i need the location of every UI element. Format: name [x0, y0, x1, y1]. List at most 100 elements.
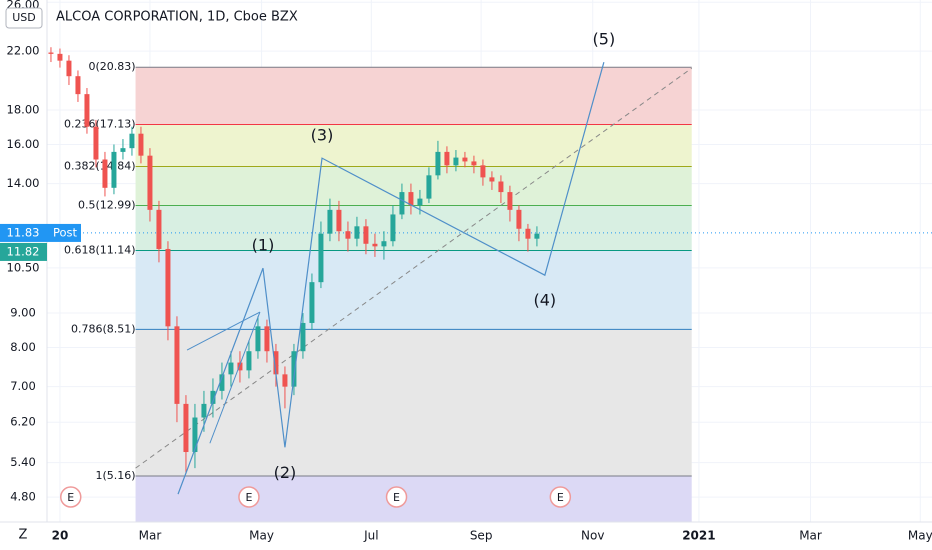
fib-band — [135, 250, 692, 330]
earnings-label: E — [557, 491, 564, 504]
last-price-tag — [0, 223, 47, 242]
wave-path — [177, 62, 605, 495]
candle-body — [318, 233, 324, 283]
earnings-marker[interactable] — [385, 486, 408, 508]
earnings-marker[interactable] — [549, 486, 572, 508]
y-tick-label: 14.00 — [7, 176, 40, 190]
fib-label: 1(5.16) — [95, 469, 135, 482]
candle-body — [534, 233, 540, 239]
y-tick-label: 8.00 — [10, 340, 36, 354]
candle-body — [336, 209, 342, 232]
fib-label: 0.236(17.13) — [64, 117, 136, 130]
y-tick-label: 6.20 — [10, 415, 36, 429]
last-price-label: 11.83 — [7, 225, 40, 239]
x-tick-label: May — [908, 529, 932, 543]
candle-body — [489, 177, 495, 182]
y-tick-label: 7.00 — [10, 379, 36, 393]
candle-body — [237, 362, 243, 371]
y-tick-label: 18.00 — [7, 102, 40, 116]
candle-body — [399, 192, 405, 215]
x-tick-label: May — [249, 529, 274, 543]
fib-label: 0(20.83) — [88, 60, 135, 73]
y-tick-label: 10.50 — [7, 260, 40, 274]
chart-title: ALCOA CORPORATION, 1D, Cboe BZX — [56, 10, 298, 25]
candle-body — [219, 374, 225, 391]
candle-body — [57, 53, 63, 61]
candle-body — [363, 226, 369, 244]
candle-body — [273, 351, 279, 375]
candle-body — [354, 226, 360, 239]
y-tick-label: 26.00 — [7, 0, 40, 12]
candle-body — [66, 60, 72, 77]
candle-body — [498, 181, 504, 193]
currency-box[interactable] — [5, 7, 43, 29]
earnings-marker[interactable] — [238, 486, 260, 508]
candle-body — [300, 322, 306, 352]
close-price-tag — [0, 242, 47, 261]
y-tick-label: 9.00 — [10, 306, 36, 320]
y-tick-label: 4.80 — [10, 490, 36, 504]
candle-body — [327, 209, 333, 234]
fib-label: 0.786(8.51) — [71, 322, 136, 335]
candle-body — [282, 374, 288, 387]
candle-body — [210, 390, 216, 404]
candle-body — [345, 231, 351, 239]
trendline — [135, 67, 693, 469]
candle-body — [444, 151, 450, 166]
wedge-line — [209, 311, 261, 444]
x-tick-label: Sep — [470, 529, 493, 543]
fib-band — [135, 329, 692, 476]
candle-body — [147, 155, 153, 210]
candle-body — [138, 133, 144, 156]
candle-body — [462, 157, 468, 162]
candle-body — [417, 198, 423, 206]
currency[interactable]: USD — [12, 11, 36, 24]
wave-label: (3) — [311, 126, 334, 145]
candle-body — [93, 126, 99, 160]
candle-body — [183, 403, 189, 453]
fib-band — [135, 475, 692, 522]
candle-body — [426, 175, 432, 199]
toolbar-button[interactable]: Z — [19, 528, 28, 543]
candle-body — [309, 282, 315, 323]
time-axis-bg — [0, 522, 932, 550]
fib-band — [135, 166, 692, 206]
fib-band — [135, 67, 692, 125]
candle-body — [480, 165, 486, 178]
x-tick-label: Nov — [581, 529, 604, 543]
candle-body — [390, 214, 396, 242]
candle-body — [381, 241, 387, 247]
x-tick-label: 2021 — [682, 529, 715, 543]
fib-label: 0.382(14.84) — [64, 160, 136, 173]
candle-body — [201, 403, 207, 418]
plot-layer: 0(20.83) 0.236(17.13) 0.382(14.84) 0.5(12.9… — [47, 0, 932, 522]
candle-body — [435, 151, 441, 176]
candle-body — [102, 159, 108, 188]
candle-body — [129, 133, 135, 149]
wave-label: (1) — [252, 236, 275, 255]
candle-body — [48, 52, 54, 54]
y-tick-label: 16.00 — [7, 137, 40, 151]
candle-body — [192, 417, 198, 453]
candle-body — [516, 209, 522, 229]
earnings-label: E — [245, 491, 252, 504]
candle-body — [291, 351, 297, 387]
earnings-label: E — [393, 491, 400, 504]
candle-body — [255, 326, 261, 352]
earnings-marker[interactable] — [60, 486, 82, 508]
candle-body — [156, 209, 162, 249]
candle-body — [111, 151, 117, 188]
candle-body — [264, 326, 270, 352]
candle-body — [84, 94, 90, 127]
x-tick-label: 20 — [52, 529, 69, 543]
candle-body — [471, 161, 477, 166]
post-tag — [47, 223, 81, 242]
x-tick-label: Jul — [363, 529, 378, 543]
y-tick-label: 5.40 — [10, 455, 36, 469]
y-tick-label: 22.00 — [7, 44, 40, 58]
candle-body — [75, 76, 81, 95]
candle-body — [228, 362, 234, 375]
candle-body — [165, 248, 171, 327]
